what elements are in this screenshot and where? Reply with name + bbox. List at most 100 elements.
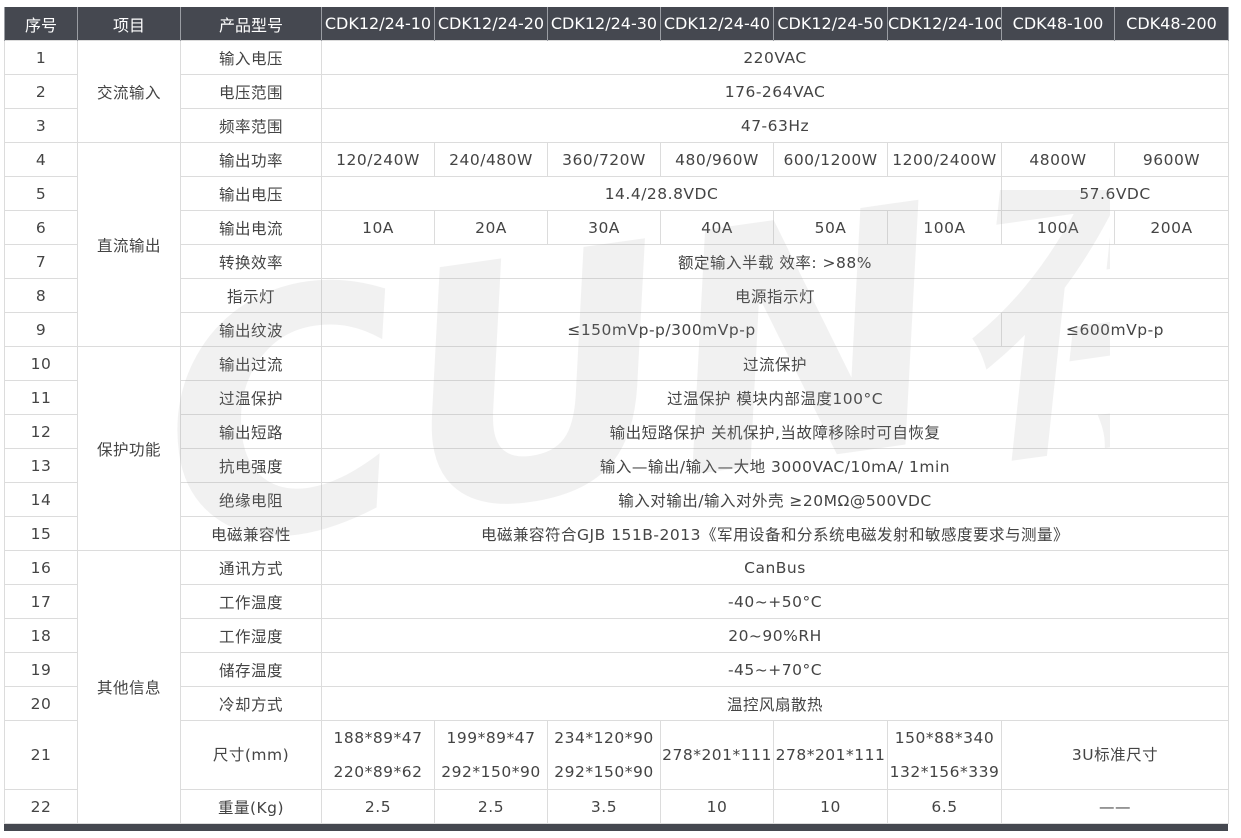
spec-value: 10A (321, 210, 435, 245)
item-label: 抗电强度 (180, 448, 322, 483)
row-number: 19 (4, 652, 78, 687)
spec-value: 20~90%RH (321, 618, 1229, 653)
item-label: 输出过流 (180, 346, 322, 381)
spec-value-line: 292*150*90 (554, 763, 654, 781)
table-row: 7 转换效率 额定输入半载 效率: >88% (4, 244, 1229, 279)
item-label: 通讯方式 (180, 550, 322, 585)
item-label: 输出电流 (180, 210, 322, 245)
row-number: 16 (4, 550, 78, 585)
row-number: 3 (4, 108, 78, 143)
spec-value: 10 (660, 789, 774, 824)
spec-value: -45~+70°C (321, 652, 1229, 687)
spec-value: 2.5 (434, 789, 548, 824)
spec-value: 480/960W (660, 142, 774, 177)
item-label: 电磁兼容性 (180, 516, 322, 551)
spec-value-line: 292*150*90 (441, 763, 541, 781)
spec-value: 199*89*47 292*150*90 (434, 720, 548, 790)
table-row: 1 交流输入 输入电压 220VAC (4, 40, 1229, 143)
category-cell: 保护功能 (77, 346, 181, 551)
item-label: 绝缘电阻 (180, 482, 322, 517)
row-number: 22 (4, 789, 78, 824)
spec-value: 57.6VDC (1001, 176, 1229, 211)
table-row: 3 频率范围 47-63Hz (4, 108, 1229, 143)
item-label: 输入电压 (180, 40, 322, 75)
spec-value: 600/1200W (773, 142, 888, 177)
spec-value: 6.5 (887, 789, 1002, 824)
table-row: 15 电磁兼容性 电磁兼容符合GJB 151B-2013《军用设备和分系统电磁发射和… (4, 516, 1229, 551)
row-number: 1 (4, 40, 78, 75)
row-number: 15 (4, 516, 78, 551)
spec-value: 额定输入半载 效率: >88% (321, 244, 1229, 279)
table-row: 9 输出纹波 ≤150mVp-p/300mVp-p ≤600mVp-p (4, 312, 1229, 347)
spec-value: 1200/2400W (887, 142, 1002, 177)
table-row: 5 输出电压 14.4/28.8VDC 57.6VDC (4, 176, 1229, 211)
table-row: 8 指示灯 电源指示灯 (4, 278, 1229, 313)
row-number: 11 (4, 380, 78, 415)
table-row: 18 工作湿度 20~90%RH (4, 618, 1229, 653)
spec-value: 14.4/28.8VDC (321, 176, 1002, 211)
table-row: 4 直流输出 输出功率 120/240W 240/480W 360/720W 480/960… (4, 142, 1229, 347)
spec-value: 输入—输出/输入—大地 3000VAC/10mA/ 1min (321, 448, 1229, 483)
spec-value: 过温保护 模块内部温度100°C (321, 380, 1229, 415)
item-label: 过温保护 (180, 380, 322, 415)
header-model-6: CDK12/24-100 (887, 7, 1002, 41)
item-label: 重量(Kg) (180, 789, 322, 824)
table-row: 22 重量(Kg) 2.5 2.5 3.5 10 10 6.5 —— (4, 789, 1229, 824)
spec-value: ≤600mVp-p (1001, 312, 1229, 347)
spec-table-container: 序号 项目 产品型号 CDK12/24-10 CDK12/24-20 CDK12/24-3… (4, 7, 1229, 824)
row-number: 9 (4, 312, 78, 347)
spec-value: 电源指示灯 (321, 278, 1229, 313)
spec-value: 150*88*340 132*156*339 (887, 720, 1002, 790)
header-model-1: CDK12/24-10 (321, 7, 435, 41)
spec-value: 100A (1001, 210, 1115, 245)
item-label: 电压范围 (180, 74, 322, 109)
item-label: 尺寸(mm) (180, 720, 322, 790)
header-model: 产品型号 (180, 7, 322, 41)
row-number: 10 (4, 346, 78, 381)
table-row: 12 输出短路 输出短路保护 关机保护,当故障移除时可自恢复 (4, 414, 1229, 449)
item-label: 工作温度 (180, 584, 322, 619)
spec-value: 20A (434, 210, 548, 245)
table-row: 6 输出电流 10A 20A 30A 40A 50A 100A 100A 200A (4, 210, 1229, 245)
spec-value: 188*89*47 220*89*62 (321, 720, 435, 790)
spec-value: —— (1001, 789, 1229, 824)
row-number: 13 (4, 448, 78, 483)
item-label: 指示灯 (180, 278, 322, 313)
table-row: 16 其他信息 通讯方式 CanBus (4, 550, 1229, 824)
row-number: 14 (4, 482, 78, 517)
spec-value: CanBus (321, 550, 1229, 585)
spec-value: 176-264VAC (321, 74, 1229, 109)
spec-value-line: 150*88*340 (894, 729, 995, 747)
category-cell: 其他信息 (77, 550, 181, 824)
table-row: 2 电压范围 176-264VAC (4, 74, 1229, 109)
row-number: 12 (4, 414, 78, 449)
spec-value: 2.5 (321, 789, 435, 824)
item-label: 转换效率 (180, 244, 322, 279)
spec-value: 9600W (1114, 142, 1229, 177)
category-cell: 直流输出 (77, 142, 181, 347)
row-number: 18 (4, 618, 78, 653)
spec-value: 输入对输出/输入对外壳 ≥20MΩ@500VDC (321, 482, 1229, 517)
table-row: 19 储存温度 -45~+70°C (4, 652, 1229, 687)
header-model-8: CDK48-200 (1114, 7, 1229, 41)
item-label: 输出功率 (180, 142, 322, 177)
spec-value: 10 (773, 789, 888, 824)
spec-value: 过流保护 (321, 346, 1229, 381)
spec-value: 200A (1114, 210, 1229, 245)
header-no: 序号 (4, 7, 78, 41)
spec-value-line: 188*89*47 (333, 729, 423, 747)
item-label: 输出纹波 (180, 312, 322, 347)
spec-value: 4800W (1001, 142, 1115, 177)
header-model-5: CDK12/24-50 (773, 7, 888, 41)
table-row: 17 工作温度 -40~+50°C (4, 584, 1229, 619)
spec-value-line: 132*156*339 (889, 763, 1000, 781)
spec-value: 360/720W (547, 142, 661, 177)
table-row: 10 保护功能 输出过流 过流保护 (4, 346, 1229, 551)
spec-value: ≤150mVp-p/300mVp-p (321, 312, 1002, 347)
row-number: 6 (4, 210, 78, 245)
item-label: 频率范围 (180, 108, 322, 143)
row-number: 17 (4, 584, 78, 619)
spec-value: 234*120*90 292*150*90 (547, 720, 661, 790)
item-label: 输出电压 (180, 176, 322, 211)
item-label: 冷却方式 (180, 686, 322, 721)
